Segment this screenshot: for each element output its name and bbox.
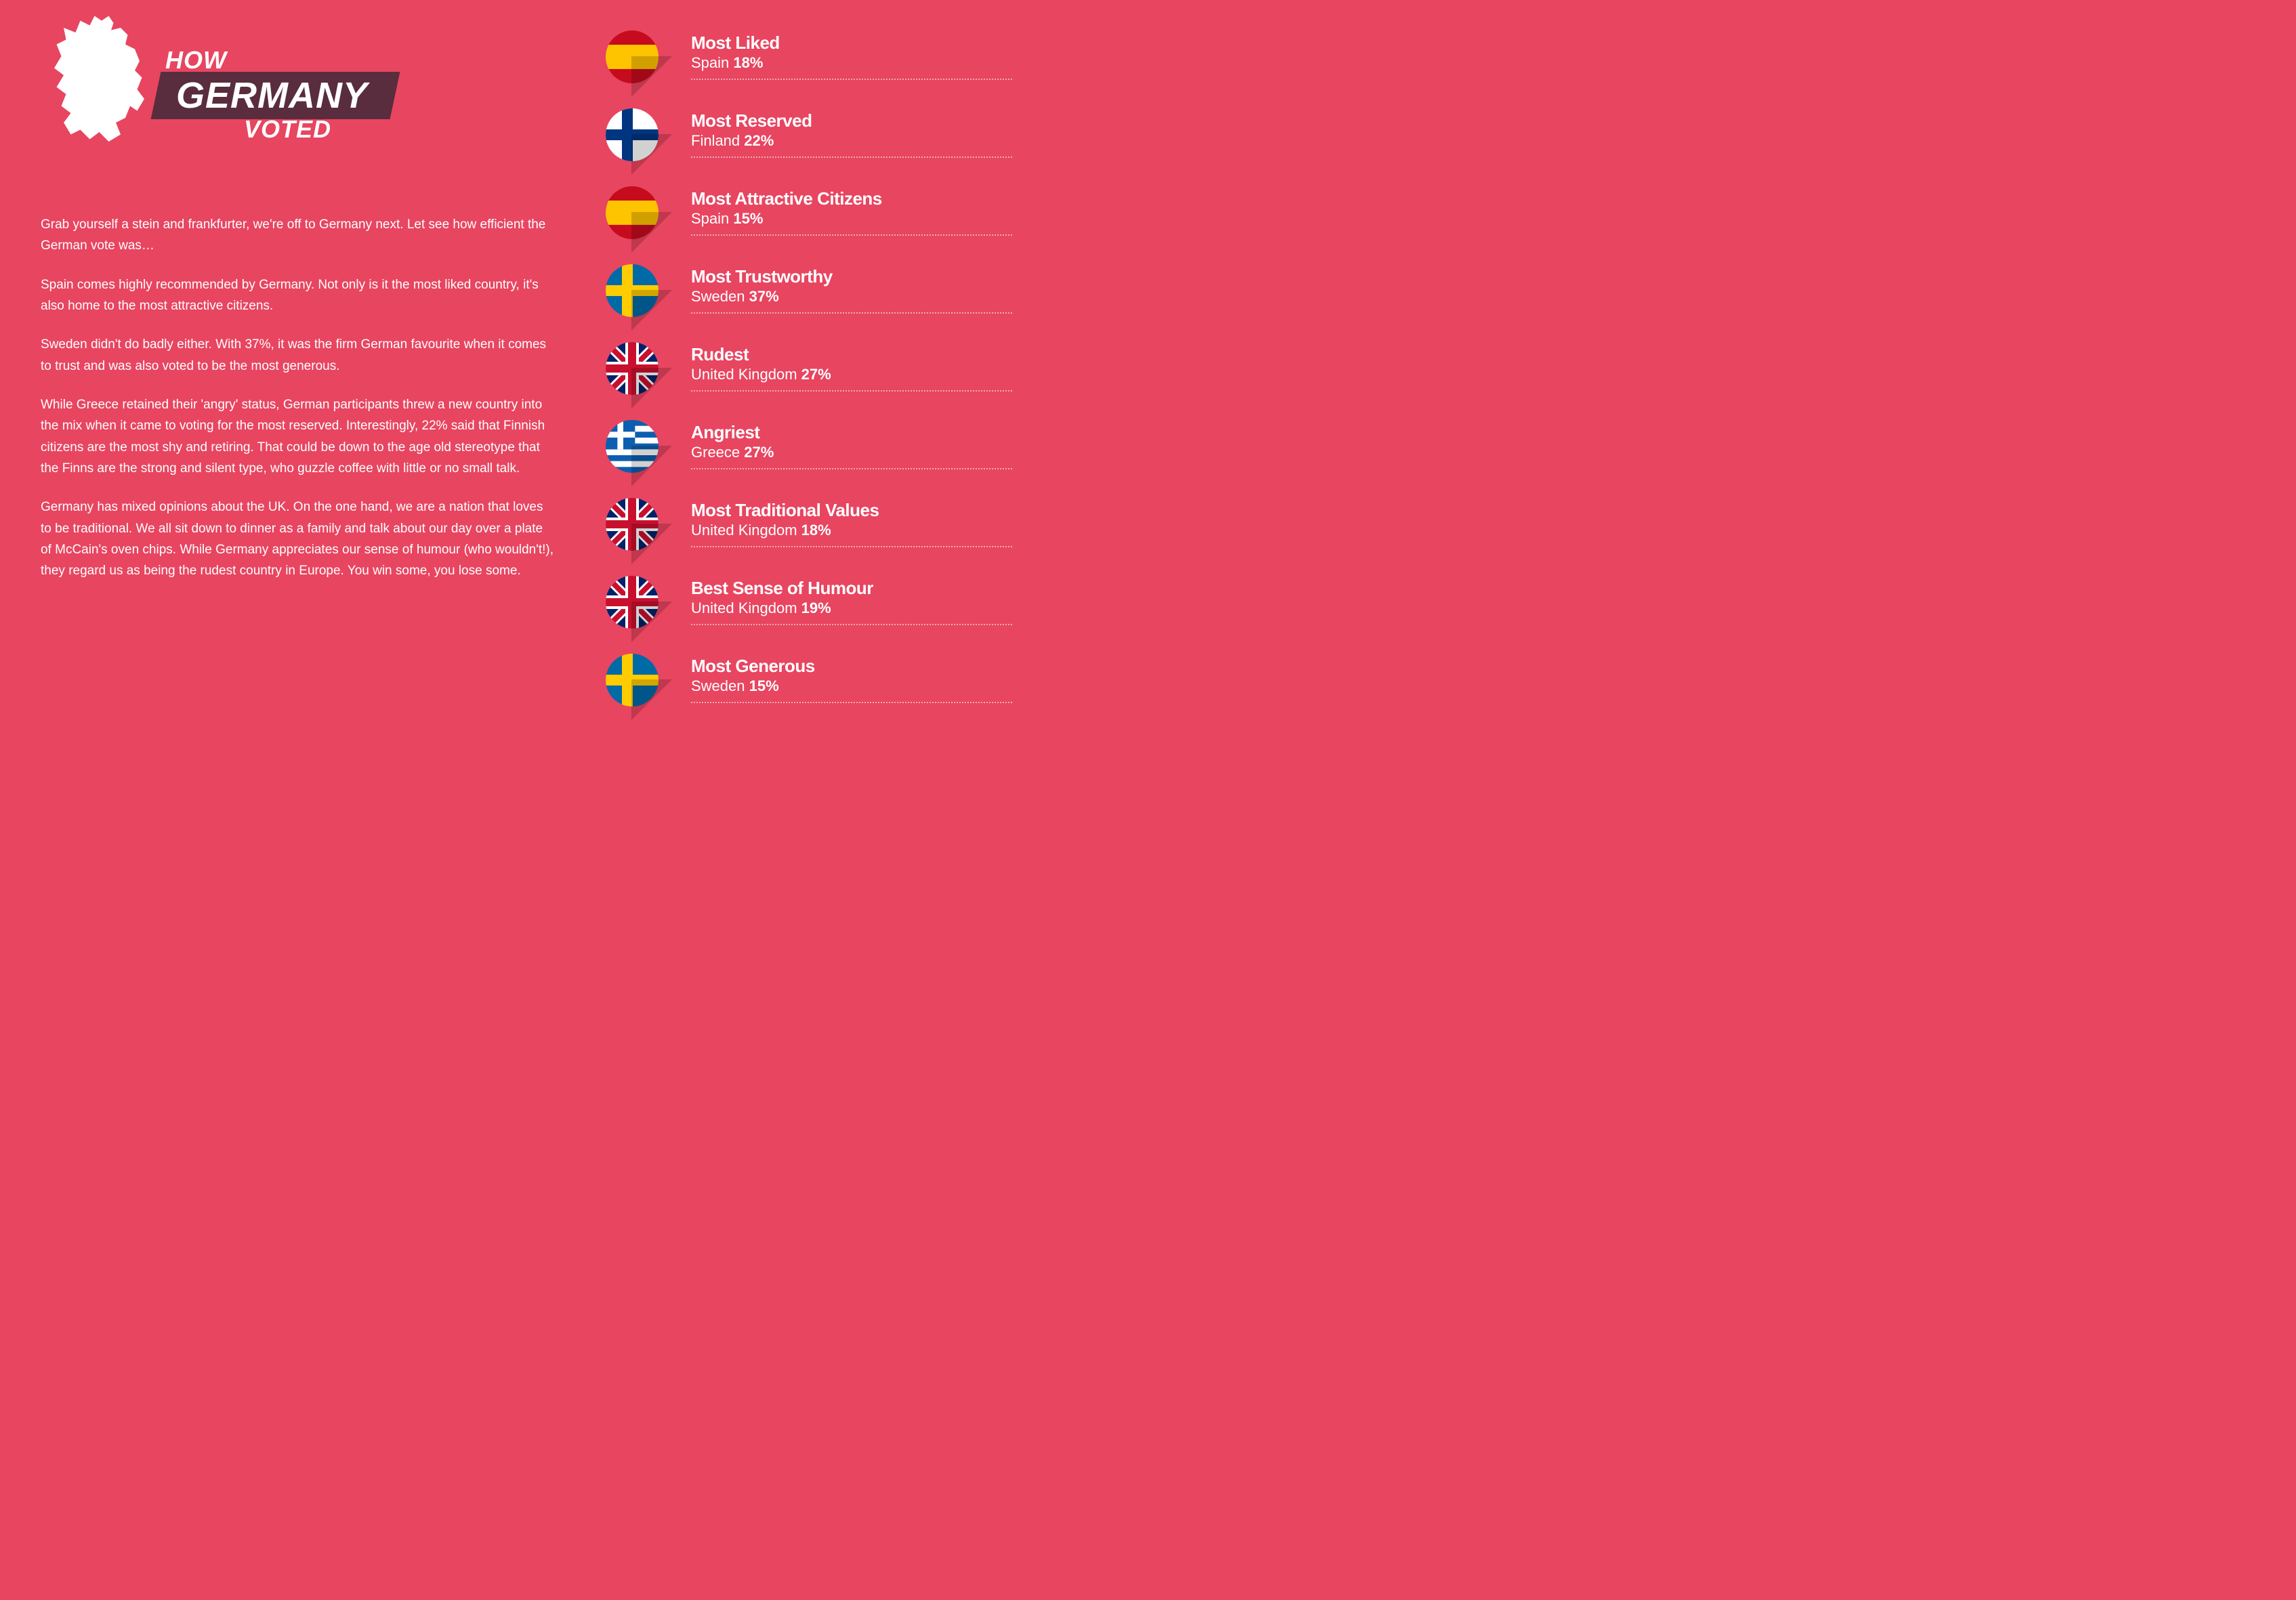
finland-flag-icon: [606, 108, 659, 161]
stat-percent: 27%: [801, 366, 831, 383]
uk-flag-icon: [606, 576, 659, 629]
germany-map-icon: [41, 14, 163, 156]
stat-title: Most Trustworthy: [691, 267, 1012, 287]
stat-sub: United Kingdom 19%: [691, 599, 1012, 617]
stat-percent: 19%: [801, 599, 831, 616]
stat-sub: United Kingdom 18%: [691, 522, 1012, 539]
uk-flag-icon: [606, 342, 659, 395]
stat-country: Sweden: [691, 288, 745, 305]
stat-title: Most Traditional Values: [691, 501, 1012, 520]
sweden-flag-icon: [606, 264, 659, 317]
stat-percent: 15%: [733, 210, 763, 227]
paragraph: Sweden didn't do badly either. With 37%,…: [41, 334, 556, 377]
stat-row: Most GenerousSweden 15%: [606, 641, 1012, 719]
greece-flag-icon: [606, 420, 659, 473]
stat-text: Most Traditional Values United Kingdom 18…: [691, 501, 1012, 547]
uk-flag-icon: [606, 498, 659, 551]
stat-percent: 15%: [749, 677, 779, 694]
stat-percent: 22%: [744, 132, 774, 149]
stat-percent: 18%: [733, 54, 763, 71]
stat-title: Most Attractive Citizens: [691, 189, 1012, 209]
stat-country: United Kingdom: [691, 522, 797, 539]
stat-percent: 18%: [801, 522, 831, 539]
stat-country: Spain: [691, 210, 729, 227]
stat-percent: 27%: [744, 444, 774, 461]
spain-flag-icon: [606, 30, 659, 83]
paragraph: Spain comes highly recommended by German…: [41, 274, 556, 317]
title-banner: GERMANY: [151, 72, 400, 119]
stat-title: Most Generous: [691, 656, 1012, 676]
stat-row: Most TrustworthySweden 37%: [606, 251, 1012, 329]
stat-country: Spain: [691, 54, 729, 71]
title-line1: HOW: [165, 46, 395, 75]
stat-row: Rudest United Kingdom 27%: [606, 329, 1012, 407]
stat-row: Most Traditional Values United Kingdom 18…: [606, 485, 1012, 563]
sweden-flag-icon: [606, 654, 659, 707]
stat-text: Most ReservedFinland 22%: [691, 111, 1012, 158]
stat-row: Best Sense of HumourUnited Kingdom 19%: [606, 563, 1012, 641]
stat-sub: Finland 22%: [691, 132, 1012, 150]
stat-sub: Sweden 15%: [691, 677, 1012, 695]
stat-country: United Kingdom: [691, 599, 797, 616]
stats-column: Most LikedSpain 18% Most ReservedFinland…: [606, 18, 1012, 719]
spain-flag-icon: [606, 186, 659, 239]
stat-title: Angriest: [691, 423, 1012, 442]
stat-sub: Spain 15%: [691, 210, 1012, 228]
stat-row: Most LikedSpain 18%: [606, 18, 1012, 96]
stat-sub: Spain 18%: [691, 54, 1012, 72]
stat-title: Most Reserved: [691, 111, 1012, 131]
stat-text: Most LikedSpain 18%: [691, 33, 1012, 80]
paragraph: Grab yourself a stein and frankfurter, w…: [41, 214, 556, 257]
stat-country: Finland: [691, 132, 740, 149]
stat-country: Sweden: [691, 677, 745, 694]
stat-title: Best Sense of Humour: [691, 578, 1012, 598]
stat-country: United Kingdom: [691, 366, 797, 383]
stat-sub: Greece 27%: [691, 444, 1012, 461]
paragraph: While Greece retained their 'angry' stat…: [41, 394, 556, 479]
stat-sub: Sweden 37%: [691, 288, 1012, 306]
stat-text: Rudest United Kingdom 27%: [691, 345, 1012, 392]
stat-country: Greece: [691, 444, 740, 461]
stat-text: Angriest Greece 27%: [691, 423, 1012, 469]
stat-title: Most Liked: [691, 33, 1012, 53]
stat-text: Most GenerousSweden 15%: [691, 656, 1012, 703]
stat-sub: United Kingdom 27%: [691, 366, 1012, 383]
stat-text: Most Attractive CitizensSpain 15%: [691, 189, 1012, 236]
title-line3: VOTED: [244, 115, 395, 144]
stat-percent: 37%: [749, 288, 779, 305]
title-line2: GERMANY: [176, 75, 368, 117]
stat-title: Rudest: [691, 345, 1012, 364]
stat-row: Most ReservedFinland 22%: [606, 96, 1012, 173]
stat-text: Most TrustworthySweden 37%: [691, 267, 1012, 314]
paragraph: Germany has mixed opinions about the UK.…: [41, 497, 556, 581]
stat-row: Angriest Greece 27%: [606, 407, 1012, 485]
stat-text: Best Sense of HumourUnited Kingdom 19%: [691, 578, 1012, 625]
title-block: HOW GERMANY VOTED: [156, 46, 395, 144]
stat-row: Most Attractive CitizensSpain 15%: [606, 173, 1012, 251]
body-text: Grab yourself a stein and frankfurter, w…: [41, 214, 556, 599]
